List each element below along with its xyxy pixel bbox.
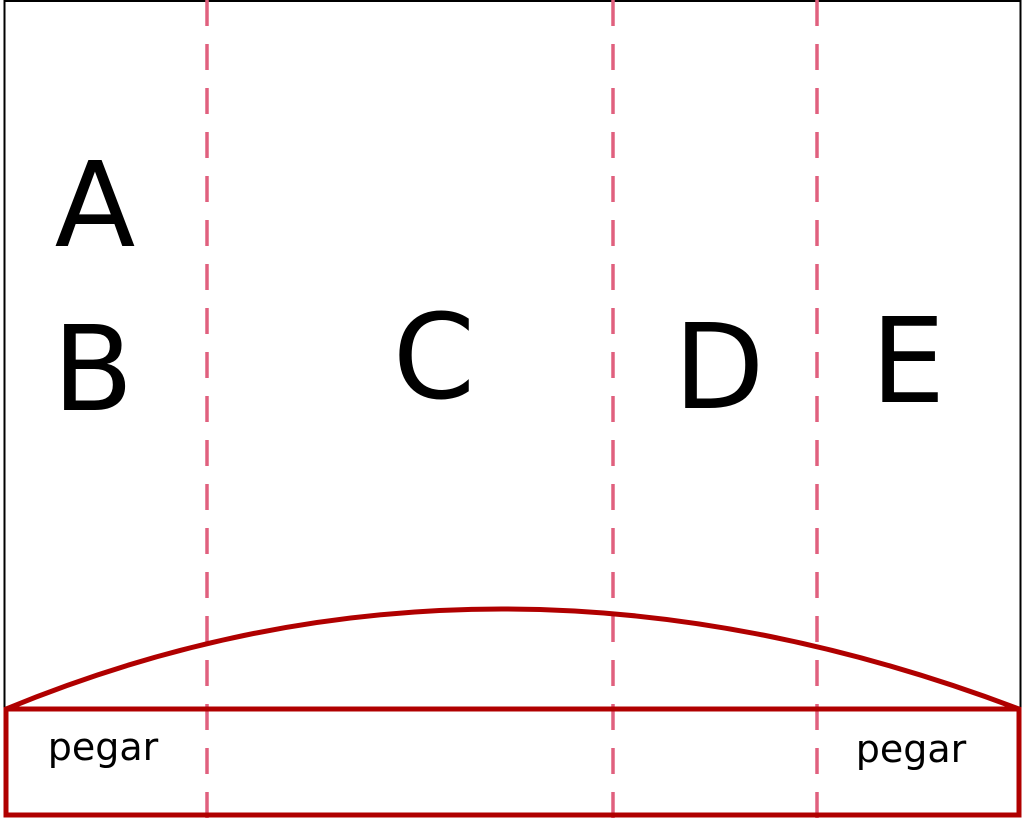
panel-label-d: D <box>674 298 765 436</box>
glue-area-outline <box>3 606 1022 818</box>
panel-label-a: A <box>55 136 136 274</box>
glue-tab-label-right: pegar <box>856 727 967 771</box>
panel-label-c: C <box>393 288 475 426</box>
glue-tab-label-left: pegar <box>48 725 159 769</box>
sheet-outline <box>3 0 1022 817</box>
panel-label-b: B <box>53 300 134 438</box>
panel-label-e: E <box>871 292 946 430</box>
